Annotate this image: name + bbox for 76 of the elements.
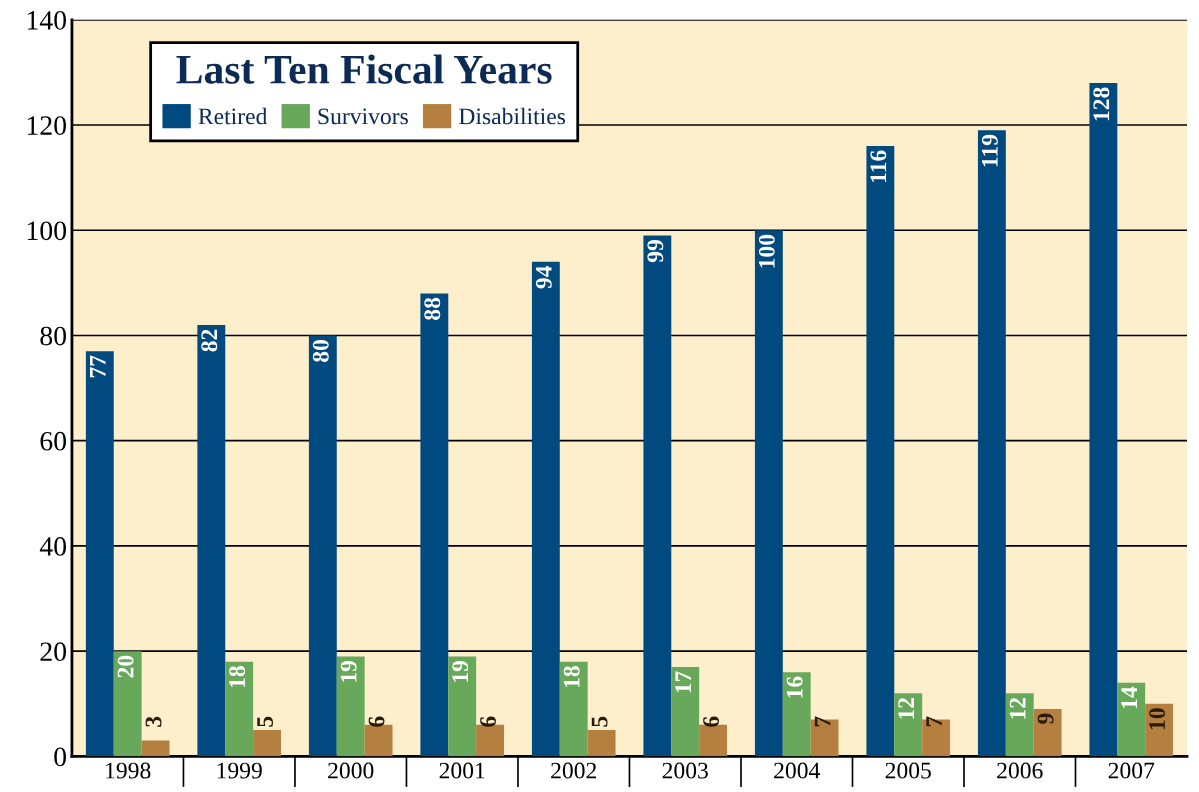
- data-label: 7: [926, 716, 942, 727]
- data-label: 5: [257, 716, 273, 727]
- data-label: 82: [201, 329, 218, 352]
- data-label: 119: [981, 134, 998, 167]
- bar: [113, 651, 142, 757]
- data-label: 3: [145, 716, 162, 727]
- x-tick-label: 1999: [217, 762, 262, 779]
- bar: [253, 730, 282, 757]
- bar: [448, 656, 477, 757]
- data-label: 19: [452, 660, 469, 682]
- y-tick-label: 100: [27, 221, 67, 241]
- data-label: 19: [340, 660, 357, 682]
- bar: [866, 146, 895, 757]
- bar: [85, 351, 114, 757]
- data-label: 14: [1121, 686, 1137, 709]
- data-label: 6: [703, 716, 720, 727]
- data-label: 80: [312, 340, 329, 362]
- x-tick-label: 2007: [1108, 762, 1155, 779]
- legend-label: Disabilities: [459, 107, 566, 125]
- data-label: 10: [1149, 708, 1166, 730]
- data-label: 128: [1093, 87, 1110, 121]
- bar: [559, 661, 588, 757]
- data-label: 6: [480, 716, 496, 727]
- x-tick-label: 2006: [997, 762, 1043, 779]
- x-tick-label: 1998: [106, 762, 151, 779]
- bar: [197, 324, 226, 757]
- bar: [1033, 709, 1062, 757]
- bar: [1005, 693, 1034, 757]
- bar: [1117, 682, 1146, 757]
- bar: [225, 661, 254, 757]
- data-label: 20: [117, 655, 134, 678]
- bar: [1089, 82, 1118, 757]
- data-label: 77: [90, 355, 106, 378]
- y-tick-label: 140: [27, 10, 67, 30]
- bar: [782, 672, 811, 757]
- y-tick-label: 40: [39, 537, 67, 556]
- data-label: 99: [647, 240, 664, 263]
- y-tick-label: 120: [27, 116, 67, 135]
- bar: [587, 730, 616, 757]
- data-label: 18: [563, 666, 580, 688]
- x-tick-label: 2002: [551, 762, 597, 779]
- data-label: 116: [870, 150, 887, 182]
- bar: [336, 656, 365, 757]
- bar: [141, 740, 170, 757]
- data-label: 18: [229, 666, 246, 688]
- data-label: 94: [535, 265, 552, 289]
- bar: [671, 666, 700, 757]
- data-label: 12: [898, 697, 914, 719]
- data-label: 5: [591, 716, 608, 727]
- legend-label: Survivors: [318, 108, 408, 125]
- data-label: 6: [368, 716, 385, 727]
- bar: [308, 335, 337, 757]
- bar: [420, 293, 449, 757]
- y-tick-label: 0: [54, 747, 67, 767]
- legend-label: Retired: [198, 107, 268, 125]
- x-tick-label: 2000: [328, 762, 374, 779]
- bar: [754, 230, 783, 757]
- x-tick-label: 2005: [885, 762, 931, 779]
- y-tick-label: 60: [40, 431, 67, 451]
- data-label: 88: [424, 297, 441, 320]
- data-label: 9: [1037, 713, 1054, 724]
- x-tick-label: 2001: [439, 762, 485, 779]
- data-label: 12: [1009, 697, 1026, 719]
- data-label: 17: [675, 671, 691, 693]
- bar: [531, 261, 560, 757]
- bar: [643, 235, 672, 757]
- x-tick-label: 2004: [774, 762, 820, 779]
- data-label: 7: [814, 716, 831, 727]
- x-tick-label: 2003: [662, 762, 708, 779]
- legend-title: Last Ten Fiscal Years: [176, 54, 552, 84]
- y-tick-label: 20: [40, 642, 67, 662]
- bar: [894, 693, 923, 757]
- y-tick-label: 80: [40, 326, 67, 346]
- bar: [977, 130, 1006, 757]
- data-label: 16: [786, 676, 803, 698]
- data-label: 100: [758, 234, 775, 268]
